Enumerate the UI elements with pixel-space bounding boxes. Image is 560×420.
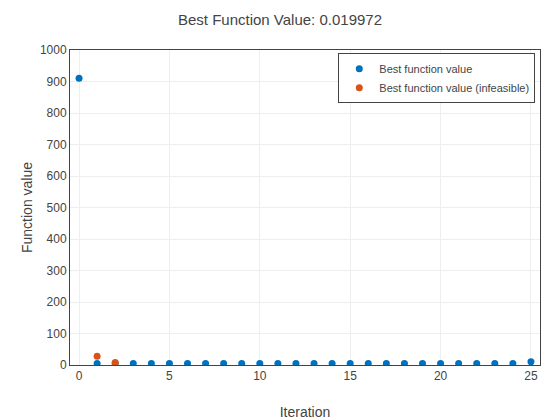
svg-text:300: 300 (47, 264, 67, 278)
svg-text:1000: 1000 (40, 43, 67, 57)
svg-text:Iteration: Iteration (280, 404, 331, 420)
svg-text:0: 0 (60, 358, 67, 372)
svg-text:200: 200 (47, 295, 67, 309)
svg-text:5: 5 (166, 369, 173, 383)
svg-text:100: 100 (47, 327, 67, 341)
svg-text:Best Function Value: 0.019972: Best Function Value: 0.019972 (178, 11, 382, 28)
svg-text:500: 500 (47, 201, 67, 215)
svg-text:800: 800 (47, 106, 67, 120)
svg-text:700: 700 (47, 138, 67, 152)
svg-text:600: 600 (47, 169, 67, 183)
svg-text:15: 15 (344, 369, 358, 383)
svg-text:900: 900 (47, 75, 67, 89)
svg-text:20: 20 (434, 369, 448, 383)
svg-text:400: 400 (47, 232, 67, 246)
svg-text:Function value: Function value (19, 162, 35, 253)
svg-text:Best function value: Best function value (379, 63, 472, 75)
svg-text:25: 25 (524, 369, 538, 383)
svg-text:10: 10 (253, 369, 267, 383)
svg-text:Best function value (infeasibl: Best function value (infeasible) (379, 82, 529, 94)
svg-text:0: 0 (76, 369, 83, 383)
